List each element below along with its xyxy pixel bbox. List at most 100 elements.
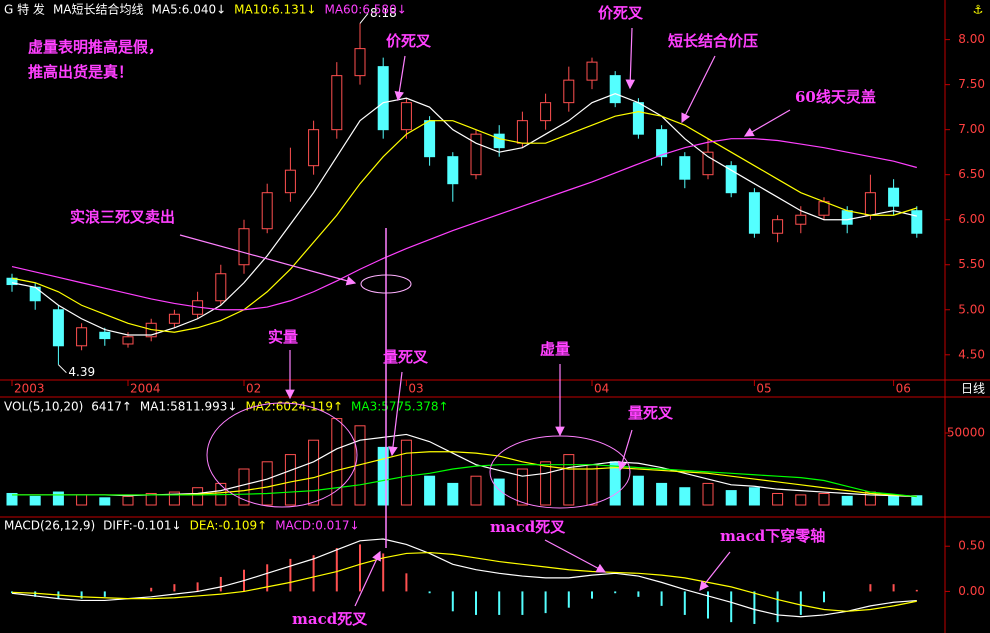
annotation: 实量 [268,328,298,346]
header-item: MA10:6.131↓ [234,3,316,17]
volume-bar [145,492,157,506]
series-line [11,111,917,333]
volume-bar [888,494,900,506]
volume-bar [284,454,296,506]
candle-body [424,120,436,158]
y-tick-label: 7.00 [958,122,985,136]
header-item: 6417↑ [91,400,132,414]
volume-bar [540,461,552,506]
y-tick-label: 8.00 [958,32,985,46]
volume-bar [168,491,180,506]
candle-body [99,331,111,340]
annotation: 60线天灵盖 [795,88,876,106]
volume-bar [586,464,598,506]
header-item: G 特 发 [4,2,45,17]
y-tick-label: 0.00 [958,584,985,598]
candle-body [748,192,760,234]
volume-bar [308,439,320,506]
annotation: 虚量 [540,340,570,358]
candle-body [122,336,134,345]
candle-body [609,75,621,104]
candle-body [238,228,250,266]
series-line [11,138,917,311]
volume-bar [470,475,482,506]
candle-body [795,214,807,225]
annotations: 虚量表明推高是假， 推高出货是真！ 价死叉 价死叉 短长结合价压 60线天灵盖 … [28,4,876,628]
header-item: MACD(26,12,9) [4,519,95,533]
annotation: 量死叉 [628,404,674,422]
x-tick-label: 05 [756,382,771,396]
extreme-label: 4.39 [68,365,95,379]
header-item: MA3:5775.378↑ [351,400,449,414]
extreme-leader [359,13,369,24]
volume-bar [424,475,436,506]
y-tick-label: 5.50 [958,257,985,271]
candle-body [516,120,528,144]
volume-bar [6,492,18,506]
candle-body [888,187,900,207]
candle-body [725,165,737,194]
volume-bar [76,494,88,506]
volume-bar [516,468,528,506]
annotation: macd死叉 [490,518,566,536]
volume-bar [122,495,134,506]
y-tick-label: 4.50 [958,347,985,361]
annotation: 实浪三死叉卖出 [70,208,175,226]
annotation: 虚量表明推高是假， [28,38,163,56]
candle-body [400,102,412,131]
header-item: MACD:0.017↓ [275,519,359,533]
y-tick-label: 0.50 [958,539,985,553]
x-tick-label: 2003 [14,382,45,396]
candle-body [864,192,876,216]
volume-bar [748,487,760,506]
candle-body [284,169,296,194]
header-item: MA2:6024.119↑ [245,400,343,414]
extreme-leader [58,364,67,374]
svg-text:⚓: ⚓ [973,3,984,17]
series-line [11,538,917,618]
extreme-label: 8.18 [370,6,397,20]
annotation: 价死叉 [598,4,644,22]
annotation: 价死叉 [386,32,432,50]
candle-body [911,210,923,234]
candle-body [354,48,366,77]
candle-body [470,133,482,176]
marks: 4.50 5.00 5.50 6.00 6.50 7.00 7.50 8.00 2003 2004… [4,2,985,624]
candle-body [540,102,552,122]
candle-body [308,129,320,167]
volume-bar [841,495,853,506]
volume-bar [679,487,691,506]
annotation: 短长结合价压 [668,32,758,50]
volume-bar [795,494,807,506]
x-tick-label: 02 [246,382,261,396]
candle-body [656,129,668,158]
header-item: MA60:6.580↓ [324,3,406,17]
y-tick-label: 5.00 [958,302,985,316]
volume-bar [331,418,343,506]
candle-body [377,66,389,131]
volume-bar [911,495,923,506]
candle-body [493,133,505,149]
volume-bar [238,468,250,506]
candle-body [261,192,273,230]
header-item: MA1:5811.993↓ [140,400,238,414]
candle-body [679,156,691,180]
y-tick-label: 50000 [947,426,985,440]
series-line [12,464,917,498]
series-line [12,433,917,498]
candle-body [841,210,853,225]
annotation: 推高出货是真！ [28,63,133,81]
volume-bar [493,478,505,506]
volume-bar [192,487,204,506]
candle-body [632,102,644,135]
candle-body [563,79,575,104]
candle-body [76,327,88,347]
volume-bar [563,454,575,506]
volume-bar [261,461,273,506]
volume-bar [377,446,389,506]
candle-body [772,219,784,234]
volume-bar [818,492,830,506]
volume-bar [29,495,41,506]
candle-body [52,309,64,347]
